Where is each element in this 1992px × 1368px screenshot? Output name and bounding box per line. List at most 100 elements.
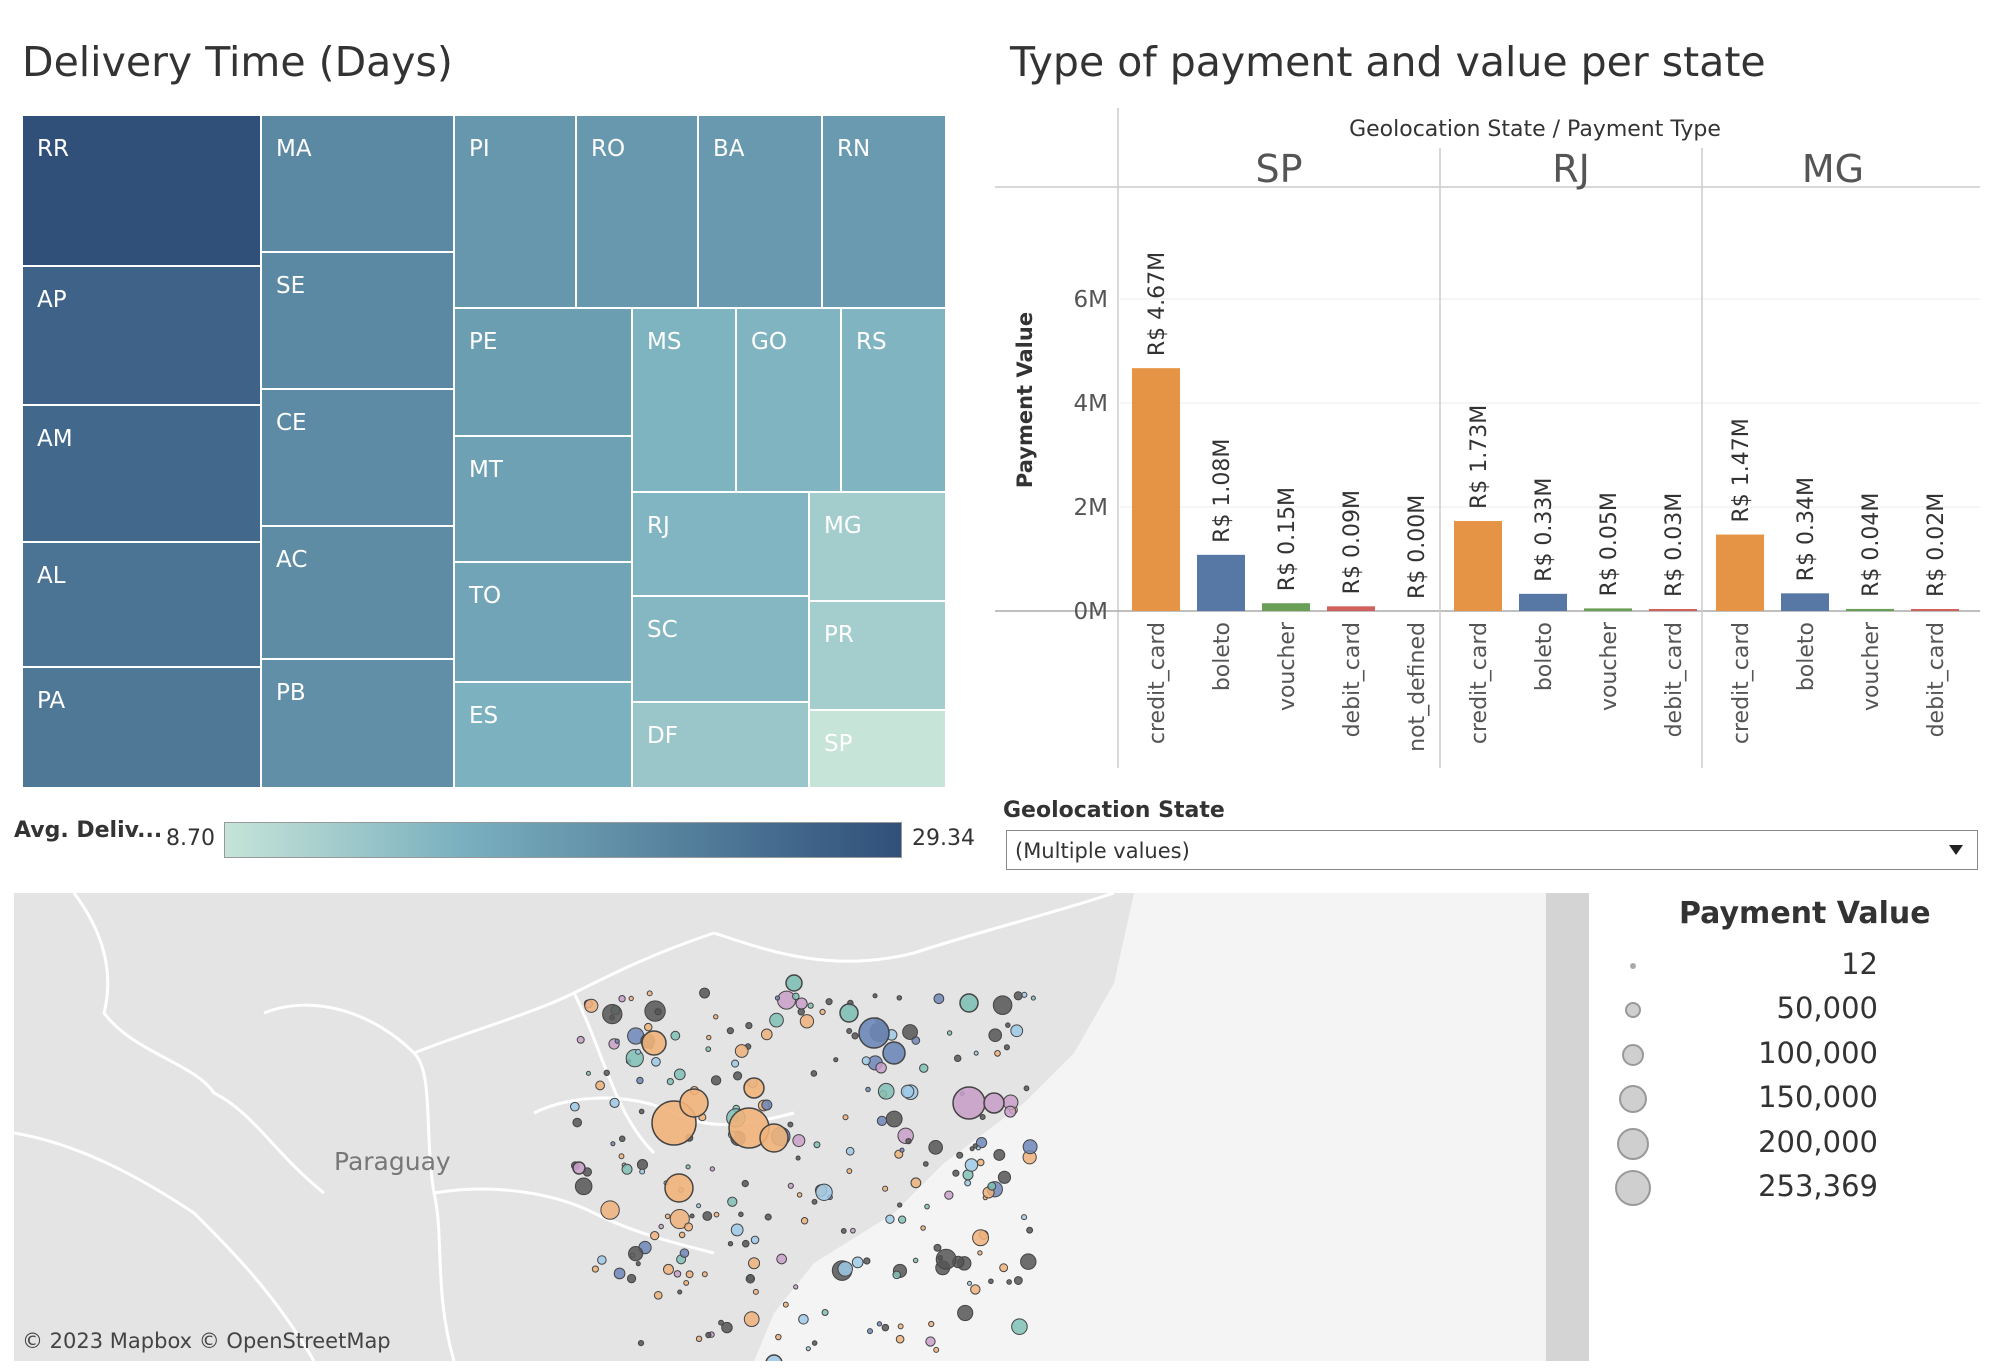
payment-bubble — [902, 1024, 918, 1040]
bar-sp-credit_card[interactable] — [1132, 368, 1180, 611]
payment-bubble — [730, 1223, 744, 1237]
treemap-cell-pr[interactable]: PR — [809, 601, 946, 710]
color-legend-gradient — [224, 822, 902, 858]
map-attribution[interactable]: © 2023 Mapbox © OpenStreetMap — [22, 1329, 391, 1353]
size-legend-value: 100,000 — [1758, 1035, 1878, 1070]
bar-mg-voucher[interactable] — [1846, 608, 1894, 611]
bar-sp-voucher[interactable] — [1262, 603, 1310, 611]
data-label: R$ 0.03M — [1662, 493, 1687, 597]
payment-bubble — [821, 1308, 829, 1317]
treemap-cell-es[interactable]: ES — [454, 682, 632, 788]
treemap-cell-go[interactable]: GO — [736, 308, 841, 492]
payment-bubble — [1030, 995, 1036, 1001]
bar-sp-debit_card[interactable] — [1327, 606, 1375, 611]
payment-bubble — [922, 1161, 929, 1167]
payment-bubble — [1005, 1022, 1011, 1028]
treemap-cell-am[interactable]: AM — [22, 405, 261, 542]
size-legend-item: 100,000 — [1600, 1033, 1900, 1073]
bar-rj-boleto[interactable] — [1519, 593, 1567, 611]
treemap-cell-sp[interactable]: SP — [809, 710, 946, 788]
bar-mg-debit_card[interactable] — [1911, 609, 1959, 611]
bar-rj-debit_card[interactable] — [1649, 609, 1697, 611]
payment-map[interactable]: Paraguay © 2023 Mapbox © OpenStreetMap — [14, 893, 1589, 1361]
payment-bubble — [970, 1284, 981, 1295]
bar-mg-credit_card[interactable] — [1716, 534, 1764, 611]
treemap-cell-ap[interactable]: AP — [22, 266, 261, 405]
bar-sp-boleto[interactable] — [1197, 554, 1245, 611]
bar-chart-header[interactable]: Geolocation State / Payment Type — [1349, 117, 1721, 142]
treemap-cell-sc[interactable]: SC — [632, 596, 809, 702]
payment-bubble — [636, 1076, 644, 1085]
treemap-cell-pe[interactable]: PE — [454, 308, 632, 436]
payment-bubble — [764, 1213, 772, 1221]
treemap-cell-ro[interactable]: RO — [576, 115, 698, 308]
payment-bubble-large — [572, 1161, 586, 1175]
payment-bubble — [976, 1158, 985, 1167]
payment-bubble — [745, 1021, 753, 1030]
treemap-cell-mt[interactable]: MT — [454, 436, 632, 562]
treemap-cell-rs[interactable]: RS — [841, 308, 946, 492]
color-legend-label: Avg. Deliv... — [14, 818, 163, 843]
treemap-cell-label: SC — [647, 617, 678, 643]
treemap-cell-ma[interactable]: MA — [261, 115, 454, 252]
payment-bubble — [663, 1263, 674, 1275]
treemap-cell-ba[interactable]: BA — [698, 115, 822, 308]
payment-bubble — [933, 1243, 942, 1252]
payment-bubble — [972, 1229, 990, 1247]
treemap-cell-label: AP — [37, 287, 67, 313]
treemap-cell-al[interactable]: AL — [22, 542, 261, 667]
treemap-cell-ms[interactable]: MS — [632, 308, 736, 492]
size-legend-circle — [1619, 1085, 1647, 1114]
chevron-down-icon[interactable] — [1949, 845, 1963, 855]
payment-bubble — [956, 1151, 964, 1159]
bar-rj-voucher[interactable] — [1584, 608, 1632, 611]
payment-bubble — [782, 1301, 789, 1308]
payment-bubble — [621, 1163, 633, 1175]
treemap-cell-df[interactable]: DF — [632, 702, 809, 788]
payment-bubble — [900, 1084, 915, 1099]
payment-bubble — [795, 1155, 801, 1161]
map-scrollbar[interactable] — [1546, 893, 1589, 1361]
filter-label: Geolocation State — [1003, 798, 1225, 823]
payment-bubble — [988, 1278, 994, 1285]
treemap-cell-pi[interactable]: PI — [454, 115, 576, 308]
treemap-cell-to[interactable]: TO — [454, 562, 632, 682]
group-label-sp: SP — [1255, 147, 1302, 191]
treemap-cell-pa[interactable]: PA — [22, 667, 261, 788]
payment-bubble — [666, 1077, 674, 1086]
payment-bubble — [685, 1164, 691, 1170]
payment-bubble — [618, 1153, 625, 1160]
treemap-cell-rj[interactable]: RJ — [632, 492, 809, 596]
geolocation-state-dropdown[interactable]: (Multiple values) — [1006, 830, 1978, 870]
payment-bubble — [732, 1071, 743, 1081]
treemap-cell-rr[interactable]: RR — [22, 115, 261, 266]
treemap-cell-ce[interactable]: CE — [261, 389, 454, 526]
data-label: R$ 4.67M — [1145, 252, 1170, 356]
size-legend-item: 12 — [1600, 944, 1900, 984]
state-border — [572, 992, 656, 1155]
size-legend-value: 12 — [1841, 947, 1878, 981]
payment-bar-chart[interactable]: Geolocation State / Payment Type 0M 2M 4M 6M… — [995, 100, 1980, 780]
payment-bubble — [897, 1202, 903, 1208]
payment-bubble — [924, 1203, 930, 1210]
delivery-time-treemap[interactable]: RR AP AM AL PA MA SE CE AC PB PI RO BA RN PE MT TO ES MS GO… — [22, 115, 946, 788]
payment-bubble — [684, 1222, 694, 1232]
bar-mg-boleto[interactable] — [1781, 593, 1829, 611]
treemap-cell-ac[interactable]: AC — [261, 526, 454, 659]
treemap-cell-mg[interactable]: MG — [809, 492, 946, 601]
payment-bubble — [837, 1261, 853, 1277]
treemap-cell-pb[interactable]: PB — [261, 659, 454, 788]
payment-bubble — [876, 1321, 883, 1327]
payment-bubble — [741, 1179, 749, 1188]
payment-bubble — [846, 1028, 853, 1034]
treemap-cell-rn[interactable]: RN — [822, 115, 946, 308]
payment-bubble — [897, 1323, 904, 1330]
size-legend-item: 200,000 — [1600, 1122, 1900, 1162]
treemap-cell-se[interactable]: SE — [261, 252, 454, 389]
data-label: R$ 0.34M — [1794, 477, 1819, 581]
payment-bubble — [863, 1257, 871, 1265]
payment-bubble — [964, 1179, 972, 1187]
payment-bubble — [774, 995, 781, 1001]
bar-rj-credit_card[interactable] — [1454, 521, 1502, 611]
treemap-cell-label: MS — [647, 329, 682, 355]
